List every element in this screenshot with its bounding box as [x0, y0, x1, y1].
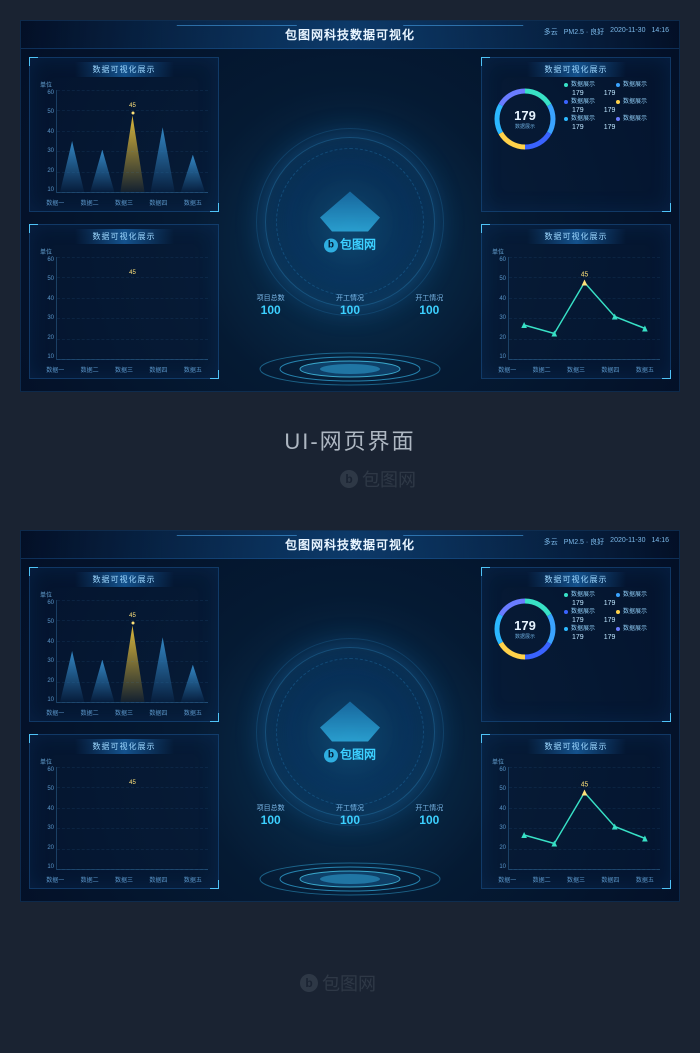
yaxis: 605040302010 [40, 600, 54, 703]
header-meta: 多云 PM2.5 · 良好 2020-11-30 14:16 [544, 27, 669, 37]
header: 包图网科技数据可视化 多云 PM2.5 · 良好 2020-11-30 14:1… [21, 21, 679, 49]
watermark-icon: b包图网 [300, 970, 376, 996]
mountain-plot: 45 [56, 600, 208, 703]
platform-icon [250, 839, 450, 899]
header-meta: 多云 PM2.5 · 良好 2020-11-30 14:16 [544, 537, 669, 547]
panel-mountain: 数据可视化展示 单位 605040302010 45 数据一数据二数据三数据四数… [29, 57, 219, 212]
caption: UI-网页界面 [0, 424, 700, 456]
logo-icon [320, 192, 380, 232]
panel-donut: 数据可视化展示 179 数据展示 数据展示数据展示179179数据展示数据展示1… [481, 567, 671, 722]
line-plot: 45 [508, 767, 660, 870]
xaxis: 数据一数据二数据三数据四数据五 [38, 708, 210, 717]
center-orb: b包图网 项目总数100开工情况100开工情况100 [231, 567, 469, 889]
donut-legend: 数据展示数据展示179179数据展示数据展示179179数据展示数据展示1791… [564, 592, 664, 641]
panel-line: 数据可视化展示 单位 605040302010 45 数据一数据二数据三数据四数… [481, 224, 671, 379]
watermark-icon: b包图网 [340, 466, 416, 492]
stats-row: 项目总数100开工情况100开工情况100 [231, 293, 469, 317]
line-plot: 45 [508, 257, 660, 360]
donut-legend: 数据展示数据展示179179数据展示数据展示179179数据展示数据展示1791… [564, 82, 664, 131]
donut-chart: 179 数据展示 [490, 594, 560, 664]
panel-mountain: 数据可视化展示 单位 605040302010 45 数据一数据二数据三数据四数… [29, 567, 219, 722]
panel-bars: 数据可视化展示 单位 605040302010 45 数据一数据二数据三数据四数… [29, 224, 219, 379]
stats-row: 项目总数100开工情况100开工情况100 [231, 803, 469, 827]
donut-chart: 179 数据展示 [490, 84, 560, 154]
dashboard-top: 包图网科技数据可视化 多云 PM2.5 · 良好 2020-11-30 14:1… [20, 20, 680, 392]
header: 包图网科技数据可视化 多云 PM2.5 · 良好 2020-11-30 14:1… [21, 531, 679, 559]
dashboard-bottom: 包图网科技数据可视化 多云 PM2.5 · 良好 2020-11-30 14:1… [20, 530, 680, 902]
bar-plot: 45 [56, 257, 208, 360]
logo-icon [320, 702, 380, 742]
platform-icon [250, 329, 450, 389]
center-orb: b包图网 项目总数100开工情况100开工情况100 [231, 57, 469, 379]
yaxis: 605040302010 [40, 90, 54, 193]
mountain-plot: 45 [56, 90, 208, 193]
xaxis: 数据一数据二数据三数据四数据五 [38, 198, 210, 207]
page-title: 包图网科技数据可视化 [285, 536, 415, 553]
panel-donut: 数据可视化展示 179 数据展示 数据展示数据展示179179数据展示数据展示1… [481, 57, 671, 212]
panel-bars: 数据可视化展示 单位 605040302010 45 数据一数据二数据三数据四数… [29, 734, 219, 889]
page-title: 包图网科技数据可视化 [285, 26, 415, 43]
panel-line: 数据可视化展示 单位 605040302010 45 数据一数据二数据三数据四数… [481, 734, 671, 889]
bar-plot: 45 [56, 767, 208, 870]
